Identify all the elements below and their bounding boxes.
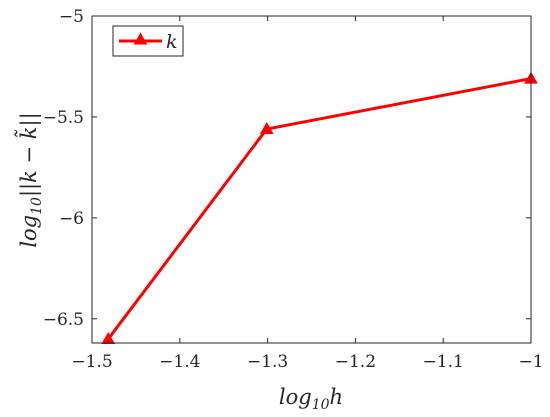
legend-label-k: k (166, 31, 178, 53)
x-tick-label: −1.1 (423, 352, 464, 372)
y-tick-label: −5.5 (43, 108, 84, 128)
x-axis-label: log10h (279, 385, 343, 413)
x-tick-label: −1.2 (335, 352, 376, 372)
data-point-k (259, 122, 274, 135)
y-tick-label: −5 (59, 7, 84, 27)
plot-area (92, 16, 531, 343)
x-tick-label: −1.5 (71, 352, 112, 372)
x-tick-label: −1.3 (247, 352, 288, 372)
y-tick-label: −6.5 (43, 310, 84, 330)
axes-box (91, 15, 532, 344)
legend-marker-k (133, 32, 148, 45)
y-axis-label: log10||k − k̃|| (14, 112, 45, 247)
x-tick-label: −1.4 (159, 352, 200, 372)
y-tick-label: −6 (59, 209, 84, 229)
legend: k (112, 25, 184, 57)
ticks-layer: −1.5 −1.4 −1.3 −1.2 −1.1 −1 −6.5 −6 −5.5 −5 (43, 7, 544, 372)
x-tick-label: −1 (518, 352, 543, 372)
